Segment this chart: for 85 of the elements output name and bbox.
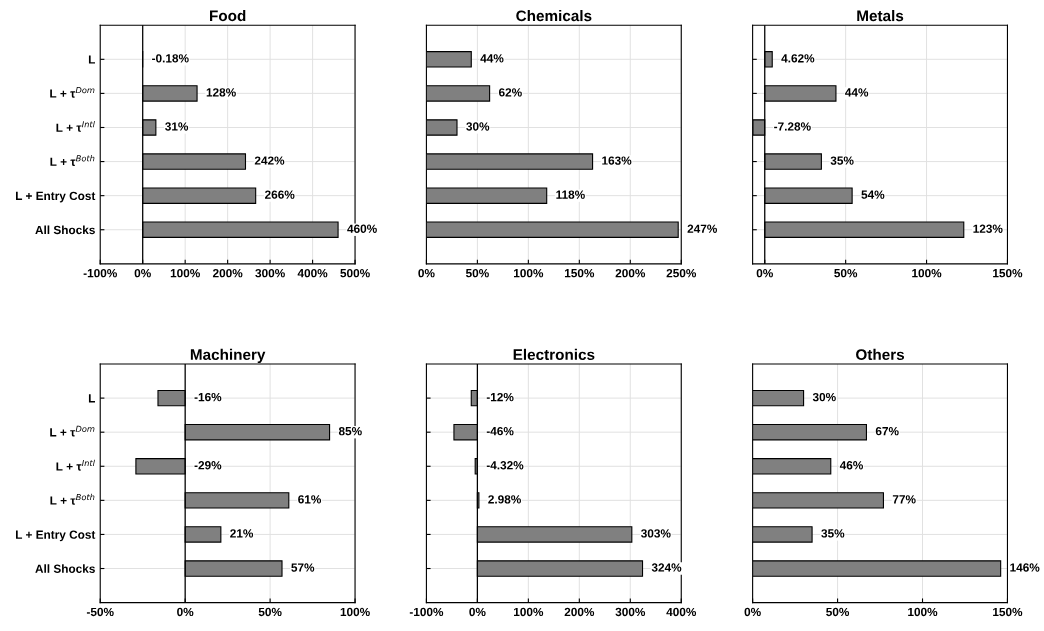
x-tick-label: 250%: [666, 268, 697, 278]
y-tick-label: L + τ$^{Dom}$: [50, 87, 95, 98]
data-label: 30%: [466, 122, 490, 131]
x-tick-label: 400%: [666, 607, 697, 617]
x-tick-label: 400%: [297, 268, 328, 278]
chart-title: Electronics: [513, 348, 595, 361]
data-label: 77%: [892, 495, 916, 504]
data-label: 61%: [298, 495, 322, 504]
y-tick-label: L: [88, 394, 95, 403]
y-tick-label: L + τ$^{Intl}$: [56, 120, 95, 132]
x-tick-label: 50%: [834, 268, 858, 278]
data-label: 123%: [973, 224, 1003, 233]
data-label: 21%: [230, 529, 254, 538]
y-tick-label: All Shocks: [35, 564, 95, 573]
x-tick-label: 300%: [255, 268, 285, 278]
data-label: -16%: [194, 392, 222, 402]
data-label: 247%: [687, 224, 718, 233]
x-tick-label: 0%: [469, 607, 486, 617]
data-label: 67%: [875, 427, 899, 436]
x-tick-label: 50%: [465, 268, 489, 278]
data-label: 146%: [1010, 563, 1040, 572]
data-label: -46%: [486, 427, 514, 436]
x-tick-label: 500%: [340, 268, 370, 278]
x-tick-label: 50%: [258, 607, 282, 617]
chart-title: Food: [210, 10, 246, 22]
y-tick-label: L + τ$^{Dom}$: [50, 425, 95, 437]
x-tick-label: -50%: [86, 607, 114, 617]
x-tick-label: 50%: [826, 607, 850, 617]
data-label: 118%: [556, 190, 585, 199]
x-tick-label: 0%: [756, 268, 773, 278]
x-tick-label: 100%: [340, 607, 370, 617]
x-tick-label: 100%: [514, 607, 544, 617]
y-tick-label: L + τ$^{Intl}$: [56, 459, 95, 471]
data-label: 31%: [165, 122, 189, 131]
x-tick-label: 0%: [418, 268, 435, 278]
data-label: -7.28%: [774, 122, 811, 131]
data-label: 324%: [651, 563, 682, 572]
chart-title: Metals: [857, 10, 904, 22]
data-label: -0.18%: [152, 54, 189, 63]
data-label: 57%: [291, 563, 315, 572]
data-label: 266%: [265, 190, 295, 199]
x-tick-label: 200%: [212, 268, 243, 278]
data-label: 163%: [602, 156, 632, 165]
x-tick-label: 150%: [564, 268, 595, 278]
data-label: 85%: [338, 427, 362, 436]
data-label: 2.98%: [488, 495, 521, 504]
y-tick-label: L + Entry Cost: [16, 191, 96, 203]
data-label: 46%: [839, 461, 864, 470]
x-tick-label: 200%: [615, 268, 646, 278]
x-tick-label: 100%: [912, 268, 942, 278]
chart-title: Chemicals: [516, 10, 592, 22]
data-label: 35%: [821, 529, 845, 538]
data-label: 44%: [480, 54, 504, 63]
data-label: 303%: [641, 529, 671, 538]
x-tick-label: 200%: [564, 607, 595, 617]
y-tick-label: L: [88, 55, 95, 64]
data-label: 460%: [347, 224, 377, 233]
data-label: 128%: [206, 88, 236, 97]
x-tick-label: -100%: [409, 607, 444, 617]
data-label: 242%: [254, 156, 285, 165]
x-tick-label: 300%: [615, 607, 646, 617]
data-label: 35%: [830, 156, 854, 165]
data-label: -29%: [194, 461, 222, 470]
data-label: -12%: [486, 392, 514, 402]
x-tick-label: 150%: [993, 268, 1023, 278]
x-tick-label: 100%: [514, 268, 544, 278]
x-tick-label: 0%: [177, 607, 194, 617]
chart-title: Machinery: [190, 348, 266, 364]
x-tick-label: 0%: [134, 268, 151, 278]
x-tick-label: 100%: [170, 268, 200, 278]
data-label: 54%: [861, 190, 885, 199]
data-label: 30%: [812, 392, 836, 402]
y-tick-label: L + τ$^{Both}$: [50, 155, 95, 166]
chart-title: Others: [856, 348, 905, 361]
x-tick-label: 0%: [744, 607, 761, 617]
x-tick-label: -100%: [83, 268, 117, 278]
data-label: 44%: [845, 88, 869, 97]
data-label: -4.32%: [486, 461, 524, 470]
data-label: 4.62%: [781, 54, 815, 63]
x-tick-label: 100%: [908, 607, 938, 617]
y-tick-label: L + τ$^{Both}$: [50, 493, 95, 505]
y-tick-label: L + Entry Cost: [16, 530, 96, 542]
data-label: 62%: [498, 88, 522, 97]
x-tick-label: 150%: [993, 607, 1023, 617]
y-tick-label: All Shocks: [35, 225, 95, 235]
